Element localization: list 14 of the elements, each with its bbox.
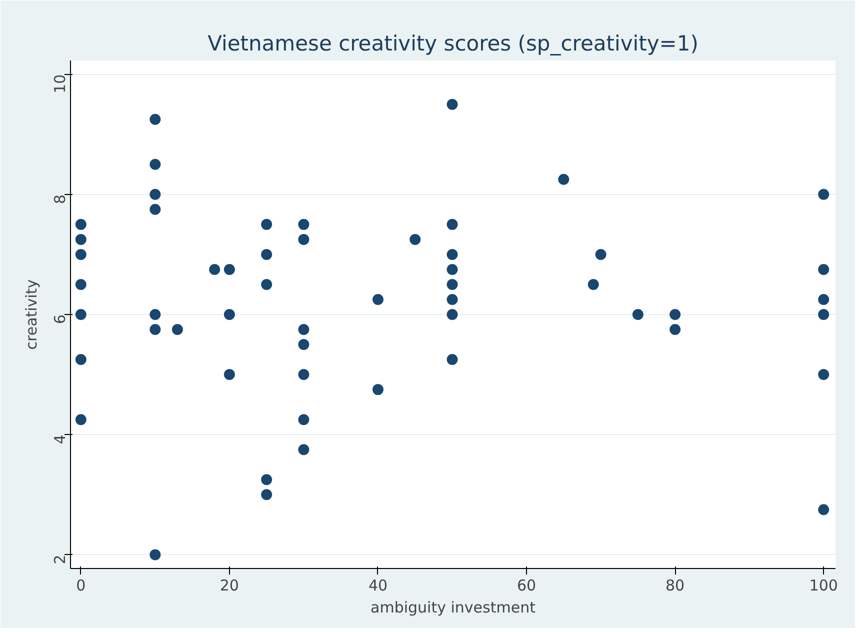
x-tick-label: 100 (809, 576, 838, 594)
y-tick-label: 6 (51, 314, 69, 324)
x-tick-label: 20 (220, 576, 239, 594)
x-tick-label: 0 (76, 576, 86, 594)
y-tick-label: 10 (51, 74, 69, 94)
chart-title: Vietnamese creativity scores (sp_creativity=1) (208, 32, 698, 56)
y-tick-label: 2 (51, 554, 69, 564)
y-axis-title: creativity (22, 279, 40, 350)
x-tick-label: 80 (666, 576, 685, 594)
y-tick-label: 4 (51, 434, 69, 444)
y-tick-label: 8 (51, 194, 69, 204)
x-tick-label: 60 (516, 576, 536, 594)
x-axis-title: ambiguity investment (370, 598, 536, 616)
x-tick-label: 40 (368, 576, 388, 594)
